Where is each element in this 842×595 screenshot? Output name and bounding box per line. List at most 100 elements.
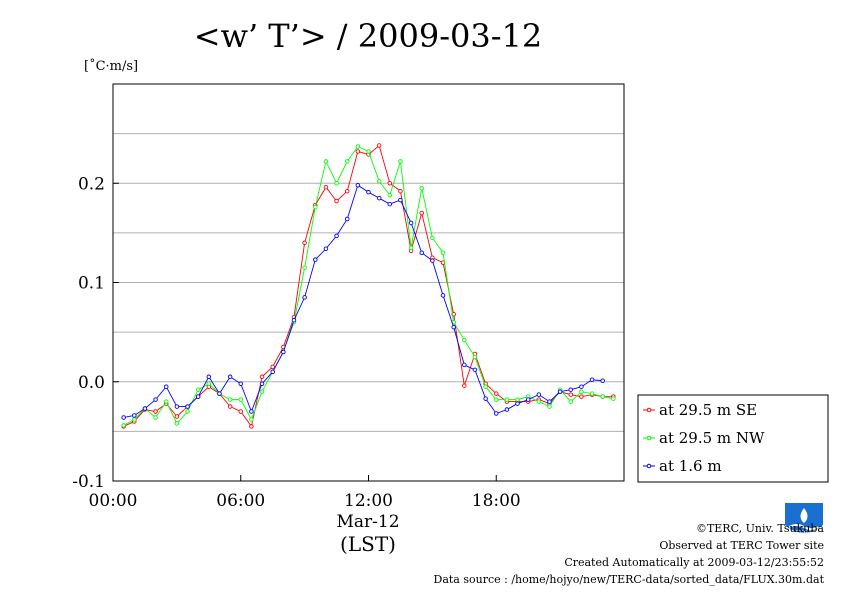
series-group — [121, 143, 616, 429]
legend-label: at 1.6 m — [659, 457, 722, 475]
data-point — [227, 404, 233, 409]
x-tick-label: 18:00 — [472, 491, 521, 511]
data-point — [568, 387, 574, 392]
data-point — [334, 180, 339, 186]
data-point — [153, 409, 158, 414]
data-point — [494, 391, 499, 396]
data-point — [121, 415, 126, 420]
legend-label: at 29.5 m SE — [659, 401, 757, 419]
y-tick-label: -0.1 — [72, 472, 105, 492]
data-point — [153, 415, 158, 420]
data-point — [238, 397, 243, 402]
data-point — [323, 184, 329, 190]
data-point — [270, 364, 275, 370]
data-point — [142, 406, 148, 411]
data-point — [398, 197, 403, 203]
data-point — [249, 409, 254, 414]
data-point — [451, 324, 456, 330]
data-point — [206, 374, 212, 380]
data-point — [568, 399, 574, 404]
data-point — [217, 391, 222, 396]
legend-marker — [646, 463, 652, 469]
data-point — [302, 295, 307, 300]
series-line — [123, 184, 603, 418]
x-tick-label: 00:00 — [89, 491, 138, 511]
data-point — [536, 399, 542, 404]
data-point — [132, 413, 137, 418]
data-point — [600, 378, 605, 384]
data-point — [440, 293, 446, 298]
data-point — [419, 210, 424, 216]
data-point — [600, 394, 605, 399]
data-point — [462, 362, 467, 368]
data-point — [132, 417, 137, 422]
series-line — [123, 144, 614, 428]
data-point — [525, 397, 531, 402]
footer-copyright: ©TERC, Univ. Tsukuba — [695, 522, 824, 535]
data-point — [174, 421, 180, 426]
legend-marker — [646, 407, 652, 413]
data-point — [408, 220, 414, 226]
y-axis: -0.1 0.0 0.1 0.2 — [72, 174, 119, 492]
data-point — [611, 396, 616, 401]
data-point — [376, 179, 382, 184]
data-point — [366, 149, 371, 154]
data-point — [483, 396, 488, 401]
gridlines — [113, 133, 624, 432]
data-point — [430, 258, 435, 263]
data-point — [259, 389, 265, 394]
data-point — [291, 317, 297, 323]
data-point — [206, 381, 212, 386]
data-point — [355, 149, 361, 154]
data-point — [227, 374, 233, 380]
legend-marker — [646, 435, 652, 441]
data-point — [249, 424, 254, 429]
data-point — [174, 404, 180, 409]
data-point — [419, 250, 424, 255]
data-point — [515, 397, 520, 402]
data-point — [376, 195, 382, 201]
data-point — [408, 245, 414, 251]
terc-logo-icon: TERC — [785, 503, 823, 537]
data-point — [547, 399, 552, 404]
data-point — [387, 192, 393, 198]
x-tick-label: 12:00 — [344, 491, 393, 511]
data-point — [121, 423, 126, 428]
data-point — [504, 407, 510, 412]
data-point — [472, 367, 478, 373]
data-point — [547, 404, 552, 409]
legend-label: at 29.5 m NW — [659, 429, 765, 447]
chart-title: <w’ T’> / 2009-03-12 — [194, 17, 543, 55]
data-point — [483, 384, 488, 389]
data-point — [579, 394, 584, 399]
data-point — [589, 391, 595, 396]
data-point — [174, 414, 180, 419]
data-point — [195, 394, 201, 399]
data-point — [185, 404, 190, 409]
data-point — [387, 180, 393, 186]
data-point — [440, 250, 446, 255]
data-point — [366, 189, 371, 195]
x-tick-label: 06:00 — [216, 491, 265, 511]
data-point — [579, 389, 584, 394]
data-point — [259, 381, 265, 386]
data-point — [270, 369, 275, 375]
data-point — [334, 198, 339, 204]
data-point — [323, 246, 329, 252]
data-point — [153, 397, 158, 402]
data-point — [387, 201, 393, 207]
data-point — [462, 383, 467, 388]
series-line — [123, 145, 614, 426]
data-point — [249, 417, 254, 422]
data-point — [376, 143, 382, 148]
data-point — [462, 337, 467, 343]
data-point — [419, 185, 424, 191]
data-point — [344, 188, 350, 194]
data-point — [568, 392, 574, 397]
y-tick-label: 0.1 — [78, 274, 105, 294]
data-point — [163, 384, 169, 389]
data-point — [398, 159, 403, 164]
data-point — [281, 349, 286, 355]
data-point — [430, 235, 435, 241]
